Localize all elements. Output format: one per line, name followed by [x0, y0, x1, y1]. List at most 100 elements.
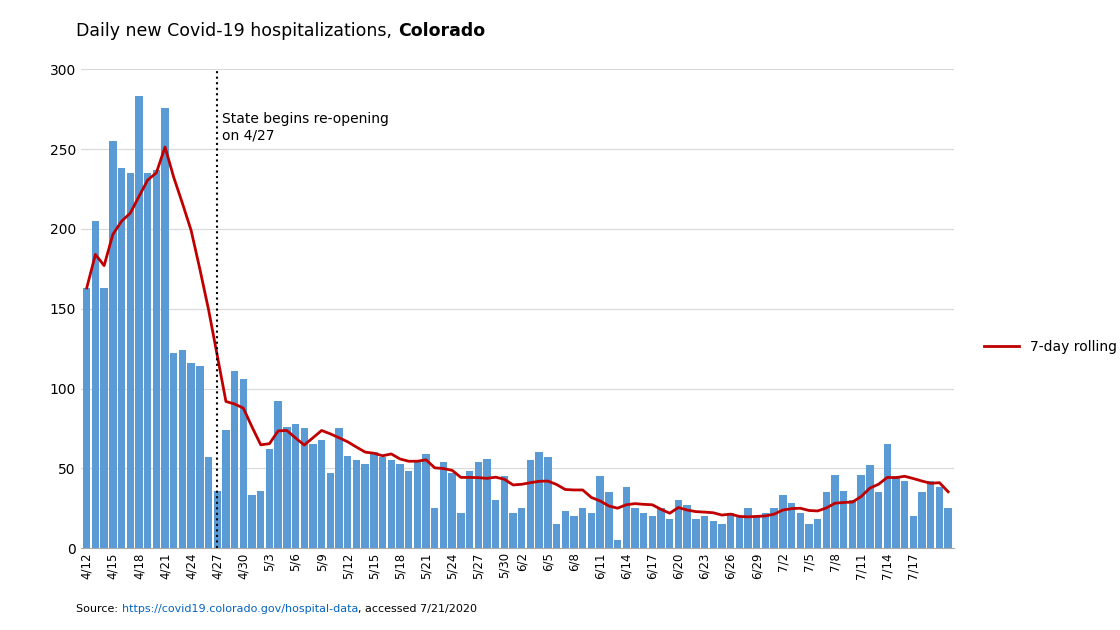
Bar	[753, 516, 760, 548]
Bar	[127, 173, 134, 548]
Bar	[170, 353, 177, 548]
Bar	[300, 428, 308, 548]
Bar	[623, 488, 629, 548]
Bar	[597, 476, 604, 548]
Bar	[632, 508, 638, 548]
Bar	[371, 452, 377, 548]
Text: Colorado: Colorado	[398, 22, 485, 40]
Bar	[457, 513, 465, 548]
Bar	[727, 513, 735, 548]
Bar	[519, 508, 525, 548]
Bar	[909, 516, 917, 548]
Bar	[935, 488, 943, 548]
Bar	[736, 516, 743, 548]
Bar	[231, 371, 239, 548]
Bar	[605, 492, 613, 548]
Bar	[258, 491, 264, 548]
Bar	[553, 524, 560, 548]
Bar	[657, 508, 664, 548]
Bar	[83, 288, 91, 548]
Bar	[535, 452, 543, 548]
Bar	[510, 513, 516, 548]
Bar	[840, 491, 848, 548]
Bar	[109, 141, 116, 548]
Bar	[701, 516, 708, 548]
Bar	[640, 513, 647, 548]
Bar	[822, 492, 830, 548]
Bar	[561, 512, 569, 548]
Bar	[526, 461, 534, 548]
Bar	[144, 173, 151, 548]
Bar	[709, 521, 717, 548]
Bar	[396, 464, 403, 548]
Bar	[884, 444, 890, 548]
Bar	[484, 459, 491, 548]
Bar	[501, 476, 508, 548]
Bar	[579, 508, 587, 548]
Bar	[292, 423, 299, 548]
Bar	[179, 350, 186, 548]
Bar	[422, 454, 430, 548]
Bar	[780, 495, 786, 548]
Bar	[866, 465, 874, 548]
Bar	[413, 461, 421, 548]
Bar	[152, 170, 160, 548]
Bar	[614, 540, 622, 548]
Bar	[448, 473, 456, 548]
Bar	[362, 464, 368, 548]
Bar	[431, 508, 438, 548]
Bar	[858, 474, 865, 548]
Bar	[918, 492, 926, 548]
Bar	[344, 455, 352, 548]
Bar	[666, 519, 673, 548]
Bar	[309, 444, 317, 548]
Bar	[379, 457, 386, 548]
Text: https://covid19.colorado.gov/hospital-data: https://covid19.colorado.gov/hospital-da…	[122, 604, 358, 614]
Bar	[405, 471, 412, 548]
Bar	[196, 366, 204, 548]
Text: Source:: Source:	[76, 604, 122, 614]
Bar	[944, 508, 952, 548]
Bar	[265, 449, 273, 548]
Bar	[92, 221, 100, 548]
Bar	[249, 495, 255, 548]
Text: Daily new Covid-19 hospitalizations,: Daily new Covid-19 hospitalizations,	[76, 22, 398, 40]
Bar	[771, 508, 777, 548]
Bar	[849, 500, 856, 548]
Bar	[544, 457, 551, 548]
Bar	[475, 462, 482, 548]
Text: , accessed 7/21/2020: , accessed 7/21/2020	[358, 604, 477, 614]
Bar	[187, 363, 195, 548]
Bar	[762, 513, 769, 548]
Bar	[787, 503, 795, 548]
Legend: 7-day rolling average: 7-day rolling average	[979, 335, 1120, 360]
Bar	[466, 471, 474, 548]
Bar	[588, 513, 595, 548]
Bar	[692, 519, 700, 548]
Bar	[240, 379, 248, 548]
Bar	[101, 288, 108, 548]
Bar	[388, 461, 395, 548]
Bar	[327, 473, 334, 548]
Bar	[283, 427, 290, 548]
Bar	[222, 430, 230, 548]
Bar	[648, 516, 656, 548]
Bar	[492, 500, 500, 548]
Bar	[440, 462, 447, 548]
Bar	[831, 474, 839, 548]
Bar	[318, 440, 326, 548]
Bar	[118, 168, 125, 548]
Bar	[718, 524, 726, 548]
Bar	[900, 481, 908, 548]
Bar	[570, 516, 578, 548]
Bar	[814, 519, 821, 548]
Bar	[353, 461, 361, 548]
Bar	[205, 457, 213, 548]
Bar	[745, 508, 752, 548]
Bar	[674, 500, 682, 548]
Bar	[893, 476, 899, 548]
Bar	[875, 492, 883, 548]
Bar	[335, 428, 343, 548]
Bar	[927, 481, 934, 548]
Bar	[805, 524, 813, 548]
